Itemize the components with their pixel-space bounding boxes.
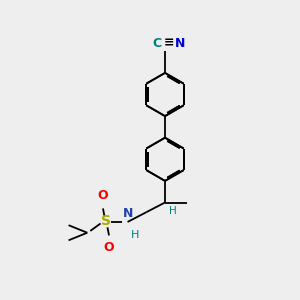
Text: ≡: ≡ bbox=[164, 37, 174, 50]
Text: O: O bbox=[104, 242, 114, 254]
Text: O: O bbox=[98, 189, 108, 203]
Text: C: C bbox=[152, 37, 161, 50]
Text: H: H bbox=[130, 230, 139, 240]
Text: S: S bbox=[101, 214, 111, 228]
Text: N: N bbox=[175, 37, 185, 50]
Text: H: H bbox=[169, 206, 177, 216]
Text: N: N bbox=[122, 207, 133, 220]
